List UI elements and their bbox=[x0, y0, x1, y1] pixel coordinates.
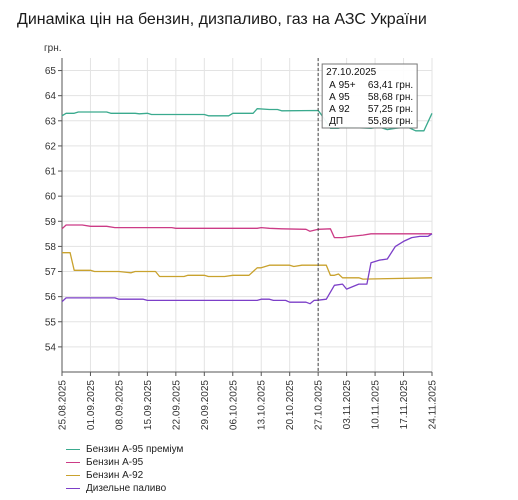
y-tick-label: 63 bbox=[45, 116, 57, 127]
x-tick-label: 06.10.2025 bbox=[228, 380, 239, 430]
series-line-4 bbox=[61, 233, 433, 305]
tooltip-row-label: А 92 bbox=[329, 104, 350, 115]
legend-item[interactable]: Дизельне паливо bbox=[66, 482, 183, 494]
series-line-2 bbox=[61, 224, 432, 239]
tooltip-date: 27.10.2025 bbox=[326, 67, 376, 78]
y-tick-label: 56 bbox=[45, 292, 57, 303]
y-tick-label: 58 bbox=[45, 242, 57, 253]
series-group bbox=[61, 108, 433, 305]
tooltip-row-value: 58,68 грн. bbox=[368, 92, 413, 103]
legend-label: Бензин А-95 bbox=[86, 456, 144, 468]
tooltip-row-value: 63,41 грн. bbox=[368, 80, 413, 91]
x-tick-label: 29.09.2025 bbox=[200, 380, 211, 430]
y-tick-label: 60 bbox=[45, 192, 57, 203]
x-tick-label: 20.10.2025 bbox=[285, 380, 296, 430]
x-tick-label: 15.09.2025 bbox=[143, 380, 154, 430]
legend-label: Дизельне паливо bbox=[86, 482, 167, 494]
legend-swatch bbox=[66, 474, 80, 476]
y-tick-label: 64 bbox=[45, 91, 57, 102]
y-tick-label: 61 bbox=[45, 167, 57, 178]
x-tick-label: 01.09.2025 bbox=[86, 380, 97, 430]
tooltip-row-label: А 95 bbox=[329, 92, 350, 103]
legend-swatch bbox=[66, 448, 80, 450]
y-tick-label: 65 bbox=[45, 66, 57, 77]
x-tick-label: 08.09.2025 bbox=[114, 380, 125, 430]
legend-item[interactable]: Бензин А-92 bbox=[66, 469, 183, 481]
legend-label: Бензин А-92 bbox=[86, 469, 144, 481]
tooltip-row-label: А 95+ bbox=[329, 80, 356, 91]
legend-swatch bbox=[66, 487, 80, 489]
series-line-3 bbox=[62, 252, 433, 280]
x-tick-label: 25.08.2025 bbox=[58, 380, 69, 430]
legend-swatch bbox=[66, 461, 80, 463]
y-tick-label: 62 bbox=[45, 141, 57, 152]
tooltip-row-label: ДП bbox=[329, 116, 343, 127]
legend-item[interactable]: Бензин А-95 bbox=[66, 456, 183, 468]
y-axis-label: грн. bbox=[44, 43, 62, 54]
tooltip-rows: А 95+ 63,41 грн. А 95 58,68 грн. А 92 57,25 г… bbox=[329, 80, 413, 127]
x-tick-label: 24.11.2025 bbox=[428, 380, 439, 430]
legend-item[interactable]: Бензин А-95 преміум bbox=[66, 443, 183, 455]
tooltip-row-value: 57,25 грн. bbox=[368, 104, 413, 115]
tooltip: 27.10.2025 А 95+ 63,41 грн. А 95 58,68 грн.… bbox=[321, 63, 418, 129]
x-tick-label: 03.11.2025 bbox=[342, 380, 353, 430]
tooltip-box bbox=[321, 63, 418, 129]
y-ticks: 54 55 56 57 58 59 60 61 62 63 64 65 bbox=[45, 66, 57, 353]
axes bbox=[58, 58, 433, 376]
x-tick-label: 17.11.2025 bbox=[399, 380, 410, 430]
x-tick-label: 27.10.2025 bbox=[314, 380, 325, 430]
x-tick-label: 10.11.2025 bbox=[371, 380, 382, 430]
tooltip-row-value: 55,86 грн. bbox=[368, 116, 413, 127]
page-title: Динаміка цін на бензин, дизпаливо, газ н… bbox=[17, 11, 427, 28]
y-tick-label: 55 bbox=[45, 317, 57, 328]
series-line-1 bbox=[61, 108, 433, 132]
x-tick-label: 22.09.2025 bbox=[171, 380, 182, 430]
y-tick-label: 54 bbox=[45, 342, 57, 353]
x-ticks: 25.08.2025 01.09.2025 08.09.2025 15.09.2025… bbox=[58, 380, 439, 430]
y-tick-label: 57 bbox=[45, 267, 57, 278]
y-tick-label: 59 bbox=[45, 217, 57, 228]
legend: Бензин А-95 преміум Бензин А-95 Бензин А-9… bbox=[66, 443, 183, 495]
legend-label: Бензин А-95 преміум bbox=[86, 443, 184, 455]
x-tick-label: 13.10.2025 bbox=[257, 380, 268, 430]
